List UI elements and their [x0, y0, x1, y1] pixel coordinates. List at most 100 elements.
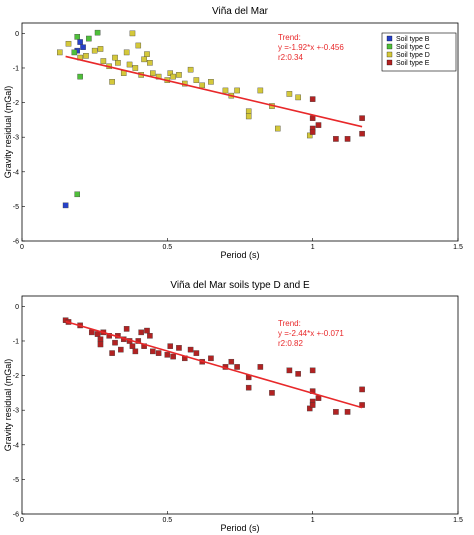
chart-bottom-data-point [106, 333, 112, 339]
chart-top-data-point [74, 191, 81, 198]
chart-bottom-data-point [176, 345, 182, 351]
chart-top-data-point [222, 87, 229, 94]
chart-top-data-point [257, 87, 264, 94]
chart-bottom-data-point [234, 364, 240, 370]
chart-bottom-data-point [309, 367, 316, 374]
chart-top-data-point [109, 79, 115, 85]
chart-top-ytick-label: -5 [13, 204, 19, 211]
chart-top-data-point [309, 96, 316, 102]
legend-label-b: Soil type B [396, 36, 430, 43]
chart-top-data-point [112, 54, 118, 61]
chart-bottom-data-point [306, 405, 313, 412]
chart-top-trend-label: Trend: [278, 33, 301, 42]
chart-bottom-data-point [344, 409, 351, 415]
chart-top-data-point [193, 77, 200, 83]
chart-bottom-trend-equation: y =-2.44*x +-0.071 [278, 329, 344, 338]
chart-top-data-point [86, 35, 92, 42]
chart-top-data-point [65, 40, 72, 47]
chart-bottom-data-point [164, 352, 171, 358]
chart-top-data-point [333, 136, 339, 142]
chart-bottom-ytick-label: -3 [13, 408, 19, 415]
chart-bottom-ytick-label: -4 [13, 442, 19, 449]
chart-top-ytick-label: -6 [13, 239, 19, 246]
chart-bottom-ytick-label: -5 [13, 477, 19, 484]
chart-top-data-point [80, 44, 86, 50]
chart-top-data-point [176, 72, 182, 78]
chart-bottom-data-point [295, 371, 301, 377]
chart-top-data-point [286, 91, 293, 97]
chart-bottom-data-point [144, 327, 150, 334]
chart-bottom-data-point [359, 386, 365, 393]
chart-bottom-data-point [167, 343, 174, 349]
chart-top-data-point [144, 51, 150, 57]
chart-bottom-trend-line [65, 320, 363, 409]
chart-top-data-point [57, 49, 63, 56]
chart-top-data-point [77, 39, 83, 45]
chart-bottom-data-point [138, 329, 144, 336]
legend-label-e: Soil type E [396, 60, 430, 67]
chart-top-legend: Soil type B Soil type C Soil type D Soil… [381, 32, 457, 72]
chart-top-data-point [275, 125, 281, 132]
chart-top-ytick-label: -2 [13, 100, 19, 107]
chart-top-data-point [309, 115, 316, 121]
chart-top-data-point [199, 82, 205, 89]
chart-bottom-data-point [97, 341, 104, 348]
chart-top-ticks: 0 0.5 1 1.5 0 -1 -2 -3 -4 -5 -6 [13, 31, 463, 251]
chart-top-data-point [62, 202, 69, 209]
chart-bottom-data-point [109, 350, 115, 356]
chart-top-data-point [77, 73, 83, 80]
chart-top-trend-r2: r2:0.34 [278, 53, 303, 62]
chart-bottom-data-point [257, 364, 264, 370]
chart-top-data-point [187, 66, 194, 73]
legend-swatch-e [386, 59, 393, 66]
chart-bottom-data-point [155, 350, 162, 356]
chart-top-data-point [359, 130, 365, 137]
chart-bottom-data-point [286, 367, 293, 374]
chart-bottom-data-point [88, 329, 95, 336]
chart-bottom-ticks: 0 0.5 1 1.5 0 -1 -2 -3 -4 -5 -6 [13, 304, 463, 524]
chart-bottom-data-point [97, 336, 104, 343]
chart-top: Viña del Mar 0 0.5 1 1.5 0 -1 -2 -3 -4 -5 -6 Trend… [3, 6, 463, 260]
chart-top-data-point [129, 30, 136, 37]
chart-bottom-data-point [187, 346, 194, 353]
chart-top-data-point [315, 122, 322, 128]
chart-top-data-point [234, 87, 240, 94]
chart-bottom-plot-area [21, 295, 459, 515]
chart-top-data-point [147, 60, 153, 66]
chart-bottom: Viña del Mar soils type D and E 0 0.5 1 1.5… [3, 280, 463, 533]
chart-bottom-ytick-label: -1 [13, 338, 19, 345]
chart-bottom-data-point [208, 355, 214, 362]
chart-top-data-point [97, 46, 104, 52]
chart-bottom-title: Viña del Mar soils type D and E [170, 280, 310, 291]
chart-top-data-point [141, 56, 147, 63]
chart-bottom-xtick-label: 0 [20, 517, 24, 524]
chart-bottom-ylabel: Gravity residual (mGal) [3, 359, 13, 452]
legend-label-c: Soil type C [396, 44, 430, 51]
chart-bottom-data-point [269, 390, 275, 396]
chart-bottom-xtick-label: 0.5 [162, 517, 172, 524]
chart-top-ylabel: Gravity residual (mGal) [3, 86, 13, 179]
chart-top-data-point [306, 132, 313, 139]
chart-bottom-data-point [245, 384, 252, 391]
chart-bottom-data-point [228, 358, 235, 365]
chart-top-title: Viña del Mar [212, 6, 269, 17]
chart-top-xlabel: Period (s) [220, 250, 259, 260]
chart-bottom-data-point [132, 348, 139, 355]
chart-bottom-data-point [309, 402, 316, 408]
chart-bottom-ytick-label: -6 [13, 512, 19, 519]
chart-top-data-point [208, 79, 214, 85]
chart-bottom-data-point [135, 338, 142, 344]
chart-top-ytick-label: 0 [15, 31, 19, 38]
chart-top-data-point [309, 129, 316, 135]
chart-bottom-data-point [150, 348, 156, 355]
chart-bottom-trend-label: Trend: [278, 319, 301, 328]
chart-top-trend-line [65, 55, 363, 128]
chart-top-data-point [123, 49, 130, 56]
chart-bottom-data-point [333, 409, 339, 415]
chart-bottom-data-point [94, 331, 101, 337]
chart-top-data-point [344, 136, 351, 142]
chart-bottom-data-point [129, 343, 136, 349]
chart-bottom-data-point [112, 339, 118, 346]
chart-top-data-point [115, 60, 121, 66]
chart-top-ytick-label: -1 [13, 65, 19, 72]
